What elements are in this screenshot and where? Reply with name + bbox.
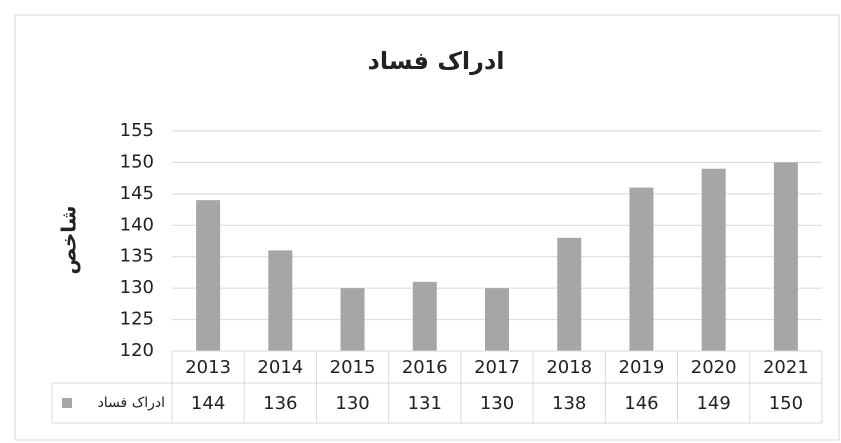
x-tick-label: 2021 bbox=[763, 357, 809, 378]
table-value: 144 bbox=[191, 393, 225, 414]
bar bbox=[485, 288, 509, 351]
bar bbox=[196, 200, 221, 351]
y-tick-label: 120 bbox=[120, 340, 154, 361]
bar bbox=[773, 162, 798, 351]
legend-key bbox=[62, 398, 72, 408]
x-tick-label: 2014 bbox=[257, 357, 303, 378]
y-tick-label: 145 bbox=[120, 183, 154, 204]
table-value: 136 bbox=[263, 393, 297, 414]
y-tick-label: 125 bbox=[120, 309, 154, 330]
table-value: 149 bbox=[696, 393, 730, 414]
bar bbox=[340, 288, 365, 351]
table-value: 130 bbox=[335, 393, 369, 414]
y-axis-label: شاخص bbox=[57, 206, 81, 275]
x-tick-label: 2016 bbox=[402, 357, 448, 378]
table-value: 138 bbox=[552, 393, 586, 414]
x-tick-label: 2020 bbox=[691, 357, 737, 378]
bar bbox=[701, 168, 726, 351]
y-tick-label: 155 bbox=[120, 120, 154, 141]
bar bbox=[412, 281, 437, 351]
table-value: 130 bbox=[480, 393, 514, 414]
y-tick-label: 150 bbox=[120, 151, 154, 172]
legend-label: ادراک فساد bbox=[98, 395, 165, 411]
bar bbox=[557, 237, 582, 351]
table-value: 131 bbox=[408, 393, 442, 414]
x-tick-label: 2017 bbox=[474, 357, 520, 378]
y-tick-label: 140 bbox=[120, 214, 154, 235]
y-tick-label: 130 bbox=[120, 277, 154, 298]
x-tick-label: 2015 bbox=[330, 357, 376, 378]
table-value: 146 bbox=[624, 393, 658, 414]
bar bbox=[268, 250, 293, 351]
y-tick-label: 135 bbox=[120, 246, 154, 267]
x-tick-label: 2013 bbox=[185, 357, 231, 378]
x-tick-label: 2019 bbox=[619, 357, 665, 378]
table-value: 150 bbox=[769, 393, 803, 414]
bar bbox=[629, 187, 654, 351]
x-tick-label: 2018 bbox=[546, 357, 592, 378]
chart-title: ادراک فساد bbox=[368, 47, 505, 75]
